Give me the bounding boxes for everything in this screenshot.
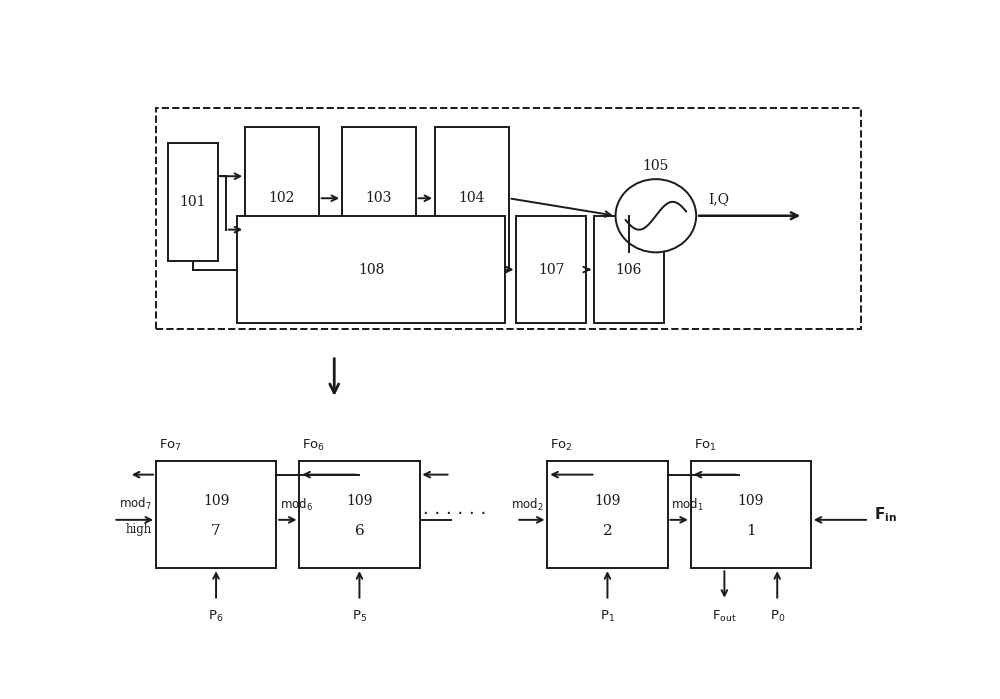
Text: 6: 6 <box>355 524 364 538</box>
Text: $\mathsf{Fo_2}$: $\mathsf{Fo_2}$ <box>550 438 573 452</box>
Bar <box>168 143 218 261</box>
Text: $\mathbf{F_{in}}$: $\mathbf{F_{in}}$ <box>874 505 897 524</box>
Text: 101: 101 <box>180 195 206 209</box>
Text: 107: 107 <box>538 263 564 277</box>
Text: 103: 103 <box>366 192 392 206</box>
Text: $\mathsf{P_5}$: $\mathsf{P_5}$ <box>352 609 367 624</box>
Bar <box>516 216 586 324</box>
Text: $\mathsf{mod_7}$: $\mathsf{mod_7}$ <box>119 496 152 512</box>
Text: 108: 108 <box>358 263 384 277</box>
Text: 105: 105 <box>643 159 669 173</box>
Text: 1: 1 <box>746 524 756 538</box>
Text: $\mathsf{mod_1}$: $\mathsf{mod_1}$ <box>671 497 704 513</box>
Bar <box>691 461 811 568</box>
Text: $\mathsf{Fo_7}$: $\mathsf{Fo_7}$ <box>159 438 182 452</box>
Text: I,Q: I,Q <box>708 192 729 206</box>
Text: 102: 102 <box>269 192 295 206</box>
Text: · · · · · ·: · · · · · · <box>423 505 486 524</box>
Text: 2: 2 <box>603 524 612 538</box>
Bar <box>245 127 319 270</box>
Bar <box>435 127 509 270</box>
Text: 109: 109 <box>594 494 621 508</box>
Text: 104: 104 <box>459 192 485 206</box>
Text: $\mathsf{F_{out}}$: $\mathsf{F_{out}}$ <box>712 609 737 624</box>
Bar <box>156 108 861 329</box>
Text: high: high <box>126 523 152 535</box>
Text: 106: 106 <box>616 263 642 277</box>
Text: $\mathsf{Fo_6}$: $\mathsf{Fo_6}$ <box>302 438 326 452</box>
Text: 109: 109 <box>346 494 373 508</box>
Text: 109: 109 <box>203 494 229 508</box>
Text: $\mathsf{mod_6}$: $\mathsf{mod_6}$ <box>280 497 313 513</box>
Bar <box>547 461 668 568</box>
Text: $\mathsf{P_1}$: $\mathsf{P_1}$ <box>600 609 615 624</box>
Bar <box>594 216 664 324</box>
Text: $\mathsf{P_0}$: $\mathsf{P_0}$ <box>770 609 785 624</box>
Text: $\mathsf{mod_2}$: $\mathsf{mod_2}$ <box>511 497 544 513</box>
Text: $\mathsf{P_6}$: $\mathsf{P_6}$ <box>208 609 224 624</box>
Bar <box>156 461 276 568</box>
Ellipse shape <box>616 179 696 252</box>
Bar <box>342 127 416 270</box>
Text: 109: 109 <box>738 494 764 508</box>
Bar <box>299 461 420 568</box>
Text: $\mathsf{Fo_1}$: $\mathsf{Fo_1}$ <box>694 438 717 452</box>
Text: 7: 7 <box>211 524 221 538</box>
Bar <box>237 216 505 324</box>
